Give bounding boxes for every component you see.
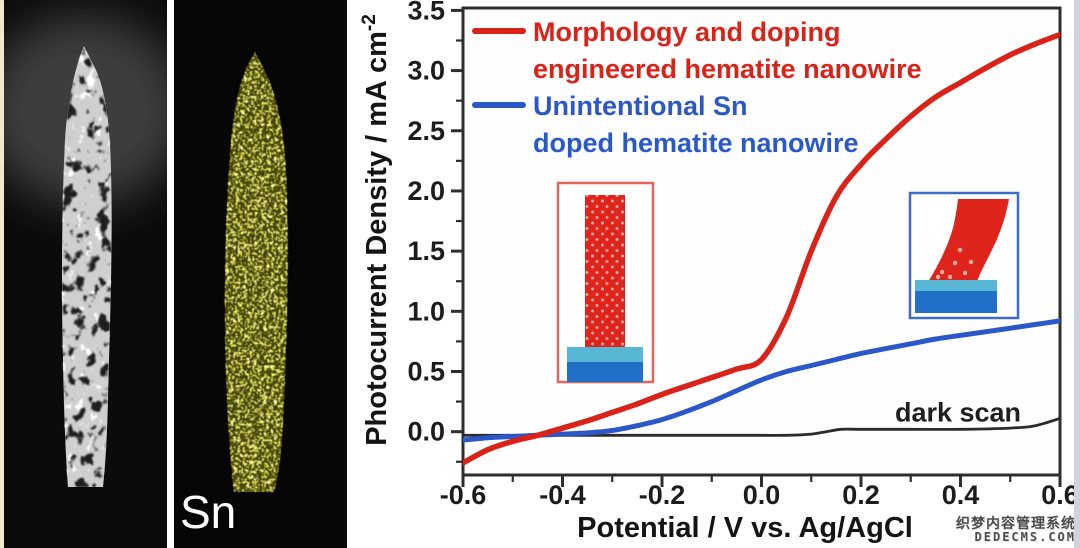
y-tick-label: 3.0 — [407, 56, 445, 86]
sn-doped-hematite-curve — [463, 318, 1060, 443]
axis-tick-labels: -0.6 -0.4 -0.2 0.0 0.2 0.4 0.6 0.0 0.5 1.0 1.5 2.0 2… — [407, 0, 1078, 510]
x-tick-label: 0.6 — [1041, 480, 1079, 510]
inset-sn-doped-nanowire — [908, 191, 1020, 320]
inset-sn-doped-substrate-top — [915, 280, 997, 291]
inset-engineered-substrate-base — [567, 362, 643, 382]
right-edge-strip — [1074, 0, 1080, 548]
inset-sn-doped-dopant-dots — [935, 247, 974, 280]
curves — [463, 31, 1060, 466]
y-tick-label: 2.5 — [407, 116, 445, 146]
y-tick-label: 2.0 — [407, 176, 445, 206]
x-tick-label: -0.6 — [440, 480, 487, 510]
inset-sn-doped-wire — [928, 199, 1009, 282]
photocurrent-chart: -0.6 -0.4 -0.2 0.0 0.2 0.4 0.6 0.0 0.5 1.0 1.5 2.0 2… — [359, 0, 1079, 544]
watermark: 织梦内容管理系统 DEDECMS.COM — [956, 515, 1076, 545]
y-tick-label: 0.5 — [407, 356, 445, 386]
x-tick-label: 0.0 — [743, 480, 781, 510]
y-tick-label: 1.5 — [407, 236, 445, 266]
y-tick-label: 1.0 — [407, 296, 445, 326]
x-axis-title: Potential / V vs. Ag/AgCl — [577, 512, 913, 544]
sn-map-panel: Sn — [174, 0, 347, 548]
y-tick-label: 3.5 — [407, 0, 445, 25]
inset-sn-doped-substrate-base — [915, 291, 997, 313]
x-tick-label: -0.2 — [639, 480, 686, 510]
legend-label-engineered-line1: Morphology and doping — [533, 17, 840, 47]
y-axis-title: Photocurrent Density / mA cm-2 — [359, 14, 393, 446]
legend-label-sn-doped-line2: doped hematite nanowire — [533, 128, 859, 158]
left-edge-strip — [0, 0, 4, 548]
sem-nanowire — [61, 46, 112, 487]
x-tick-label: 0.2 — [842, 480, 880, 510]
engineered-hematite-curve — [463, 31, 1060, 466]
watermark-line2: DEDECMS.COM — [974, 530, 1076, 545]
legend: Morphology and doping engineered hematit… — [472, 17, 922, 158]
legend-label-sn-doped-line1: Unintentional Sn — [533, 91, 747, 121]
dark-scan-curve — [463, 417, 1060, 437]
x-tick-label: -0.4 — [539, 480, 586, 510]
sn-nanowire — [224, 52, 288, 492]
axis-ticks — [451, 8, 1062, 487]
y-tick-label: 0.0 — [407, 417, 445, 447]
sn-label: Sn — [180, 486, 236, 538]
dark-scan-label: dark scan — [895, 397, 1021, 427]
inset-engineered-substrate-top — [567, 347, 643, 362]
x-tick-label: 0.4 — [942, 480, 980, 510]
sem-image-panel — [4, 0, 167, 548]
sn-elemental-map: Sn — [174, 0, 347, 548]
inset-engineered-nanowire — [556, 181, 655, 384]
watermark-line1: 织梦内容管理系统 — [956, 515, 1076, 532]
inset-engineered-wire — [585, 195, 625, 347]
legend-label-engineered-line2: engineered hematite nanowire — [533, 54, 922, 84]
sem-nanowire-image — [4, 0, 167, 548]
